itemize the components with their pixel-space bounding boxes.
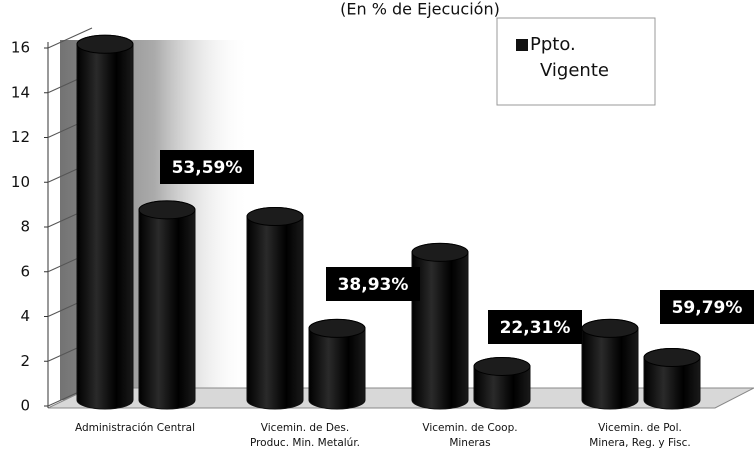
x-tick-label: Vicemin. de Des. xyxy=(261,422,349,434)
legend-swatch xyxy=(516,39,528,51)
cylinder-top xyxy=(581,318,639,338)
y-tick-label: 12 xyxy=(11,128,30,146)
cylinder-top xyxy=(308,318,366,338)
annotation: 59,79% xyxy=(672,298,743,318)
legend-label: Ppto. xyxy=(530,34,576,55)
cylinder-bar xyxy=(411,242,469,410)
chart-title: (En % de Ejecución) xyxy=(340,0,500,19)
cylinder-top xyxy=(76,34,134,54)
x-tick-label: Minera, Reg. y Fisc. xyxy=(589,437,690,449)
x-tick-label: Mineras xyxy=(449,437,490,449)
cylinder-bar xyxy=(138,200,196,410)
y-tick-label: 2 xyxy=(20,352,30,370)
y-tick-label: 16 xyxy=(11,39,30,57)
legend xyxy=(496,17,656,106)
y-tick-label: 0 xyxy=(20,397,30,415)
annotation-box xyxy=(160,150,254,184)
y-tick-label: 14 xyxy=(11,83,30,101)
y-tick-label: 6 xyxy=(20,262,30,280)
annotation: 38,93% xyxy=(338,275,409,295)
x-tick-label: Vicemin. de Pol. xyxy=(598,422,682,434)
annotation-box xyxy=(660,290,754,324)
cylinder-top xyxy=(473,356,531,376)
annotation-box xyxy=(326,267,420,301)
cylinder-top xyxy=(138,200,196,220)
y-tick-label: 4 xyxy=(20,307,30,325)
legend-label: Vigente xyxy=(540,60,609,81)
cylinder-top xyxy=(246,207,304,227)
cylinder-bar xyxy=(246,207,304,410)
legend-box xyxy=(496,17,656,106)
x-tick-label: Vicemin. de Coop. xyxy=(422,422,517,434)
x-tick-label: Produc. Min. Metalúr. xyxy=(250,437,360,449)
annotation-box xyxy=(488,310,582,344)
cylinder-top xyxy=(643,347,701,367)
annotation: 22,31% xyxy=(500,318,571,338)
x-tick-label: Administración Central xyxy=(75,422,195,434)
grid-line xyxy=(47,27,93,49)
cylinder-bar xyxy=(76,34,134,410)
y-tick-label: 10 xyxy=(11,173,30,191)
y-tick-label: 8 xyxy=(20,218,30,236)
cylinder-top xyxy=(411,242,469,262)
annotation: 53,59% xyxy=(172,158,243,178)
